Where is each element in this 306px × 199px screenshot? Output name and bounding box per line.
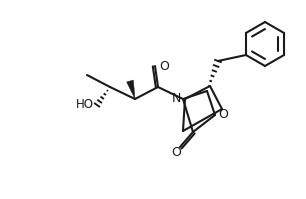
Polygon shape bbox=[127, 80, 135, 99]
Text: O: O bbox=[218, 108, 228, 122]
Text: HO: HO bbox=[76, 99, 94, 111]
Text: N: N bbox=[171, 93, 181, 105]
Text: O: O bbox=[159, 60, 169, 72]
Text: O: O bbox=[171, 145, 181, 158]
